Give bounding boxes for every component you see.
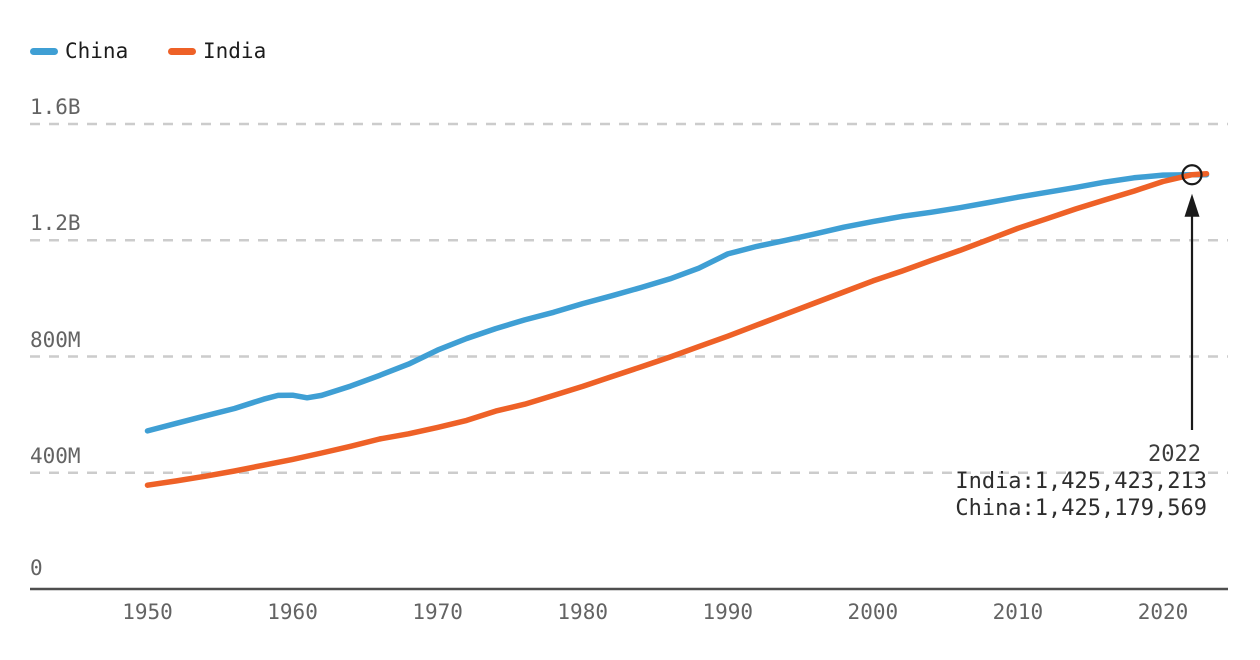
x-tick-label-2010: 2010 — [992, 600, 1044, 624]
y-tick-label-0: 0 — [30, 556, 43, 580]
legend-label-china: China — [65, 39, 129, 63]
annotation-arrowhead-icon — [1184, 193, 1200, 217]
highlight-circle — [1181, 164, 1203, 186]
legend-label-india: India — [203, 39, 267, 63]
x-tick-label-1990: 1990 — [702, 600, 754, 624]
india-line — [144, 170, 1210, 488]
x-tick-label-2000: 2000 — [847, 600, 899, 624]
india-line-swatch-icon — [168, 47, 196, 55]
x-tick-label-1970: 1970 — [412, 600, 463, 624]
y-tick-label-800M: 800M — [30, 327, 81, 352]
china-line-swatch-icon — [30, 47, 58, 55]
annotation-year: 2022 — [1148, 442, 1201, 467]
legend-item-china: China — [30, 40, 128, 62]
y-tick-label-1.2B: 1.2B — [30, 211, 81, 236]
y-tick-label-1.6B: 1.6B — [30, 95, 81, 119]
x-tick-label-1950: 1950 — [122, 600, 173, 624]
annotation-india-value: India:1,425,423,213 — [955, 469, 1207, 494]
y-tick-label-400M: 400M — [30, 443, 81, 468]
x-tick-label-1980: 1980 — [557, 600, 608, 624]
annotation-china-value: China:1,425,179,569 — [955, 496, 1207, 521]
china-line — [144, 171, 1210, 434]
x-tick-label-1960: 1960 — [267, 600, 318, 624]
annotation-2022: 2022 India:1,425,423,213 China:1,425,179… — [955, 441, 1207, 522]
legend-item-india: India — [168, 40, 266, 62]
x-tick-label-2020: 2020 — [1137, 600, 1189, 624]
